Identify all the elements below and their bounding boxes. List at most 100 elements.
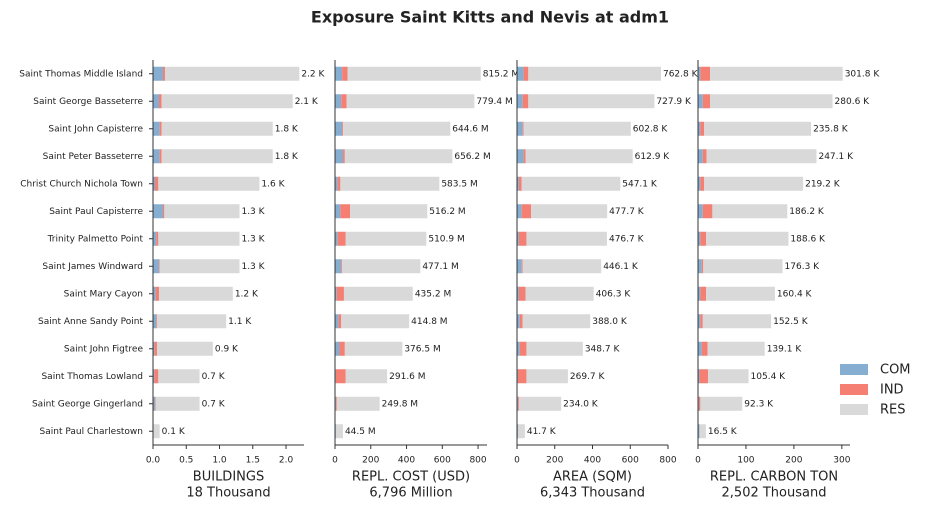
y-tick-label: Saint Paul Charlestown <box>40 427 143 437</box>
bar-segment <box>337 176 341 191</box>
bar-segment <box>164 66 300 81</box>
bar-segment <box>698 204 703 219</box>
value-label: 476.7 K <box>609 234 645 244</box>
bar-segment <box>335 424 343 439</box>
bar-segment <box>698 121 701 136</box>
bar-segment <box>153 121 160 136</box>
bar-segment <box>698 396 701 411</box>
bar-segment <box>158 369 200 384</box>
value-label: 152.5 K <box>773 317 809 327</box>
bar-segment <box>521 259 523 274</box>
value-label: 291.6 M <box>389 372 425 382</box>
value-label: 44.5 M <box>345 427 376 437</box>
value-label: 1.8 K <box>275 124 299 134</box>
bar-segment <box>155 396 200 411</box>
value-label: 388.0 K <box>592 317 628 327</box>
value-label: 815.2 M <box>483 69 519 79</box>
bar-segment <box>153 176 155 191</box>
bar-segment <box>158 231 240 246</box>
bar-segment <box>709 66 843 81</box>
y-tick-label: Saint George Gingerland <box>32 399 143 409</box>
value-label: 602.8 K <box>633 124 669 134</box>
bar-segment <box>153 341 155 356</box>
legend-swatch <box>840 404 868 415</box>
value-label: 105.4 K <box>751 372 787 382</box>
x-tick-label: 800 <box>469 456 486 466</box>
x-tick-label: 600 <box>622 456 639 466</box>
bar-segment <box>517 204 522 219</box>
value-label: 1.3 K <box>241 234 265 244</box>
bar-segment <box>702 314 772 329</box>
bar-segment <box>336 286 344 301</box>
bar-segment <box>698 94 703 109</box>
bar-segment <box>347 66 481 81</box>
bar-segment <box>712 204 788 219</box>
bar-segment <box>335 341 340 356</box>
value-label: 235.8 K <box>813 124 849 134</box>
bar-segment <box>341 259 343 274</box>
legend-label: COM <box>880 363 911 378</box>
bar-segment <box>699 369 709 384</box>
value-label: 92.3 K <box>744 399 774 409</box>
bar-segment <box>700 396 743 411</box>
value-label: 247.1 K <box>818 152 854 162</box>
bar-segment <box>153 396 155 411</box>
x-tick-label: 100 <box>737 456 754 466</box>
bar-segment <box>698 149 703 164</box>
bar-segment <box>517 231 519 246</box>
x-tick-label: 0.5 <box>179 456 193 466</box>
value-label: 779.4 M <box>476 97 512 107</box>
bar-segment <box>345 231 427 246</box>
bar-segment <box>156 231 159 246</box>
bar-segment <box>698 286 701 301</box>
x-tick-label: 2.0 <box>279 456 294 466</box>
bar-segment <box>698 341 702 356</box>
bar-segment <box>517 369 527 384</box>
value-label: 188.6 K <box>790 234 826 244</box>
bar-segment <box>341 314 410 329</box>
bar-segment <box>164 204 240 219</box>
value-label: 477.1 M <box>422 262 458 272</box>
y-tick-label: Saint George Basseterre <box>33 97 143 107</box>
bar-segment <box>698 231 701 246</box>
bar-segment <box>698 314 701 329</box>
y-tick-label: Saint John Figtree <box>64 344 144 354</box>
value-label: 612.9 K <box>635 152 671 162</box>
bar-segment <box>153 204 163 219</box>
bar-segment <box>158 259 160 274</box>
value-label: 234.0 K <box>563 399 599 409</box>
bar-segment <box>518 176 522 191</box>
value-label: 0.9 K <box>215 344 239 354</box>
x-axis-label: BUILDINGS <box>193 470 264 485</box>
bar-segment <box>701 341 708 356</box>
y-tick-label: Saint Anne Sandy Point <box>38 317 143 327</box>
x-axis-sublabel: 6,343 Thousand <box>540 486 645 501</box>
value-label: 41.7 K <box>527 427 557 437</box>
bar-segment <box>153 314 157 329</box>
value-label: 644.6 M <box>452 124 488 134</box>
bar-segment <box>161 149 273 164</box>
bar-segment <box>708 369 749 384</box>
x-tick-label: 600 <box>434 456 451 466</box>
legend-label: RES <box>880 403 906 418</box>
x-tick-label: 400 <box>584 456 601 466</box>
bar-segment <box>704 121 812 136</box>
x-tick-label: 400 <box>398 456 415 466</box>
bar-segment <box>341 94 347 109</box>
value-label: 219.2 K <box>805 179 841 189</box>
legend-label: IND <box>880 383 904 398</box>
x-tick-label: 200 <box>546 456 563 466</box>
bar-segment <box>335 94 342 109</box>
bar-segment <box>158 94 162 109</box>
bar-segment <box>523 121 631 136</box>
bar-segment <box>335 396 337 411</box>
x-tick-label: 800 <box>659 456 676 466</box>
bar-segment <box>159 121 162 136</box>
x-axis-label: REPL. CARBON TON <box>710 470 838 485</box>
y-tick-label: Christ Church Nichola Town <box>20 179 143 189</box>
bar-segment <box>335 121 343 136</box>
bar-segment <box>525 286 594 301</box>
bar-segment <box>517 424 525 439</box>
bar-segment <box>156 314 157 329</box>
bar-segment <box>526 231 607 246</box>
